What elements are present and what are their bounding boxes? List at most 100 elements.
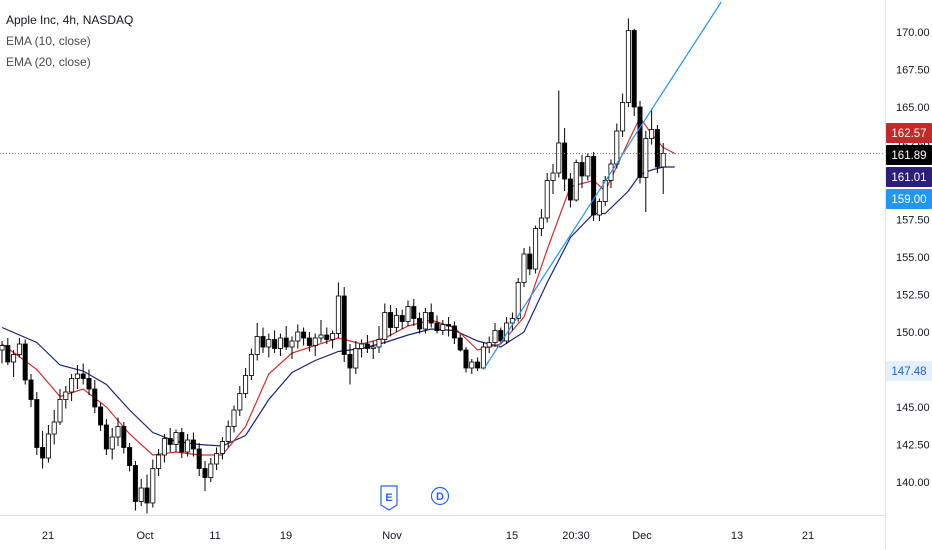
candle[interactable] <box>306 332 312 352</box>
candle[interactable] <box>585 153 591 181</box>
candle[interactable] <box>440 320 446 335</box>
candle[interactable] <box>544 173 550 223</box>
candle[interactable] <box>80 363 86 385</box>
candle[interactable] <box>457 333 463 352</box>
candle[interactable] <box>132 461 138 511</box>
ema10-legend[interactable]: EMA (10, close) <box>6 34 91 48</box>
candle[interactable] <box>643 131 649 212</box>
candle[interactable] <box>34 392 40 455</box>
candle[interactable] <box>631 29 637 116</box>
candle[interactable] <box>161 434 167 463</box>
candle[interactable] <box>620 93 626 138</box>
candle[interactable] <box>393 308 399 332</box>
candle[interactable] <box>649 108 655 145</box>
candle[interactable] <box>28 374 34 407</box>
candle[interactable] <box>318 320 324 343</box>
candle[interactable] <box>260 327 266 354</box>
candle[interactable] <box>208 458 214 482</box>
candle[interactable] <box>69 374 75 401</box>
candle[interactable] <box>504 317 510 344</box>
candle[interactable] <box>185 434 191 457</box>
candle[interactable] <box>562 128 568 191</box>
candle[interactable] <box>388 305 394 337</box>
candle[interactable] <box>527 246 533 276</box>
candle[interactable] <box>411 299 417 326</box>
candle[interactable] <box>376 326 382 353</box>
candle[interactable] <box>301 327 307 346</box>
candle[interactable] <box>243 368 249 398</box>
candle[interactable] <box>469 359 475 374</box>
candle[interactable] <box>0 341 5 364</box>
candle[interactable] <box>179 428 185 458</box>
candle[interactable] <box>347 344 353 385</box>
candle[interactable] <box>538 209 544 236</box>
candle[interactable] <box>138 479 144 506</box>
candle[interactable] <box>103 419 109 455</box>
candle[interactable] <box>248 348 254 381</box>
candle[interactable] <box>591 152 597 221</box>
candle[interactable] <box>573 159 579 202</box>
candle[interactable] <box>567 173 573 208</box>
candle[interactable] <box>295 324 301 349</box>
candle[interactable] <box>399 309 405 330</box>
candle[interactable] <box>579 155 585 188</box>
candle[interactable] <box>63 386 69 409</box>
candle[interactable] <box>625 18 631 108</box>
candle[interactable] <box>237 386 243 416</box>
candle[interactable] <box>86 369 92 396</box>
candle[interactable] <box>190 432 196 457</box>
candle[interactable] <box>637 101 643 184</box>
candle[interactable] <box>515 278 521 322</box>
candle[interactable] <box>475 357 481 372</box>
candle[interactable] <box>492 323 498 347</box>
candle[interactable] <box>370 341 376 359</box>
candle[interactable] <box>498 327 504 345</box>
candle[interactable] <box>5 338 11 365</box>
candle[interactable] <box>533 225 539 274</box>
candle[interactable] <box>40 431 46 469</box>
candle[interactable] <box>324 327 330 345</box>
candle[interactable] <box>74 365 80 389</box>
candle[interactable] <box>283 326 289 350</box>
candle[interactable] <box>45 425 51 463</box>
candle[interactable] <box>330 330 336 349</box>
candle[interactable] <box>556 90 562 178</box>
candle[interactable] <box>202 461 208 491</box>
candle[interactable] <box>272 330 278 354</box>
candle[interactable] <box>405 300 411 327</box>
candle[interactable] <box>364 335 370 353</box>
candle[interactable] <box>382 303 388 345</box>
candle[interactable] <box>231 405 237 433</box>
candle[interactable] <box>144 474 150 514</box>
ema20-legend[interactable]: EMA (20, close) <box>6 55 91 69</box>
symbol-title[interactable]: Apple Inc, 4h, NASDAQ <box>6 13 134 27</box>
candle[interactable] <box>451 321 457 345</box>
candle[interactable] <box>219 437 225 460</box>
candle[interactable] <box>115 417 121 447</box>
candle[interactable] <box>254 323 260 361</box>
candle[interactable] <box>98 402 104 432</box>
dividend-event-marker[interactable]: D <box>430 486 450 506</box>
candle[interactable] <box>341 287 347 362</box>
candle[interactable] <box>266 333 272 358</box>
candle[interactable] <box>173 429 179 453</box>
trendline[interactable] <box>482 1 722 370</box>
time-axis[interactable]: 21 Oct 11 19 Nov 15 20:30 Dec 13 21 <box>42 530 814 542</box>
earnings-event-marker[interactable]: E <box>380 485 398 511</box>
candle[interactable] <box>127 443 133 472</box>
candle[interactable] <box>196 443 202 476</box>
candle[interactable] <box>480 342 486 370</box>
candle[interactable] <box>11 350 17 377</box>
candle[interactable] <box>417 312 423 334</box>
candle[interactable] <box>550 164 556 194</box>
candle[interactable] <box>22 339 28 385</box>
candle[interactable] <box>121 422 127 454</box>
candle[interactable] <box>434 315 440 334</box>
candle[interactable] <box>150 459 156 508</box>
candle[interactable] <box>167 428 173 452</box>
candle[interactable] <box>359 339 365 358</box>
candle[interactable] <box>486 336 492 354</box>
candle[interactable] <box>289 336 295 360</box>
candle[interactable] <box>446 317 452 337</box>
